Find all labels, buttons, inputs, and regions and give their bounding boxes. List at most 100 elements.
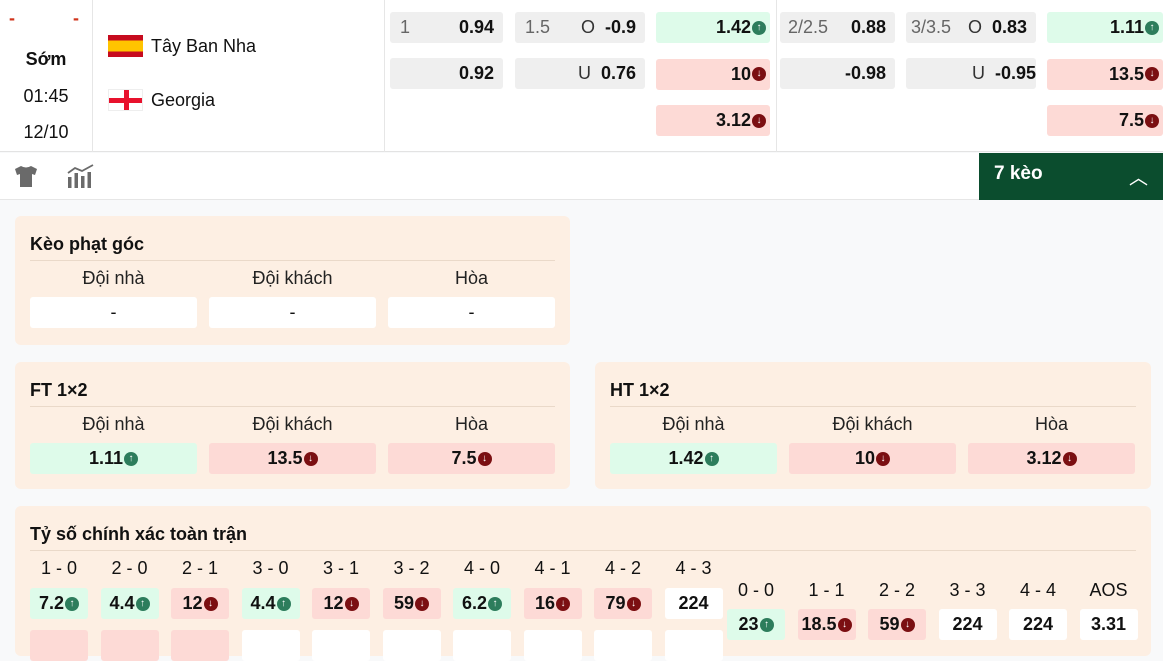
score-label: 3 - 0 bbox=[242, 558, 300, 579]
arrow-down-icon: ↓ bbox=[1145, 67, 1159, 81]
column-label: Đội khách bbox=[789, 414, 956, 435]
h1-over[interactable]: 3/3.5 O 0.83 bbox=[906, 12, 1036, 43]
score-label: 3 - 1 bbox=[312, 558, 370, 579]
value-text: 3.12 bbox=[715, 110, 751, 130]
arrow-up-icon: ↑ bbox=[65, 596, 80, 611]
value-text: 10 bbox=[854, 448, 876, 468]
h1-1x2-odd[interactable]: 1.11 ↑ bbox=[1047, 12, 1163, 43]
column-label: Hòa bbox=[388, 268, 555, 289]
ft-1x2-odd[interactable]: 10 ↓ bbox=[656, 58, 770, 90]
score-odd[interactable]: 59 ↓ bbox=[382, 588, 441, 619]
score-odd[interactable]: 7.2 ↑ bbox=[30, 588, 88, 619]
home-team[interactable]: Tây Ban Nha bbox=[108, 35, 256, 57]
away-score-odd[interactable] bbox=[100, 630, 159, 661]
value-text: 1.42 bbox=[715, 17, 751, 37]
arrow-down-icon: ↓ bbox=[752, 67, 766, 81]
draw-score-odd[interactable]: 23 ↑ bbox=[727, 609, 785, 640]
value-text: 13.5 bbox=[267, 448, 303, 468]
away-score-odd[interactable] bbox=[241, 630, 300, 661]
away-score-odd[interactable] bbox=[30, 630, 88, 661]
stats-chart-icon[interactable] bbox=[67, 164, 95, 189]
arrow-down-icon: ↓ bbox=[556, 596, 571, 611]
value-text: 4 - 0 bbox=[463, 558, 501, 578]
odds-cell[interactable]: 7.5 ↓ bbox=[388, 443, 555, 474]
score-odd[interactable]: 79 ↓ bbox=[594, 588, 652, 619]
odds-cell[interactable]: 1.42 ↑ bbox=[610, 443, 777, 474]
score-odd[interactable]: 6.2 ↑ bbox=[453, 588, 511, 619]
value-text: 12 bbox=[323, 593, 344, 613]
away-score-odd[interactable] bbox=[523, 630, 582, 661]
value-text: 3 - 2 bbox=[393, 558, 430, 578]
score-label: 2 - 1 bbox=[171, 558, 229, 579]
value-text: 1.5 bbox=[525, 17, 551, 37]
score-label: 3 - 3 bbox=[939, 580, 997, 601]
arrow-down-icon: ↓ bbox=[752, 113, 766, 128]
value-text: Hòa bbox=[1034, 414, 1069, 434]
shirt-icon[interactable] bbox=[15, 165, 37, 188]
more-markets-label: 7 kèo bbox=[994, 163, 1043, 184]
h1-under[interactable]: U -0.95 bbox=[906, 58, 1036, 89]
ft-1x2-odd[interactable]: 1.42 ↑ bbox=[656, 12, 770, 43]
value-text: Đội khách bbox=[252, 268, 333, 288]
h1-handicap-away[interactable]: -0.98 bbox=[780, 58, 895, 89]
ft-over[interactable]: 1.5 O -0.9 bbox=[515, 12, 645, 43]
spain-flag-icon bbox=[108, 35, 143, 57]
odds-cell[interactable]: 10 ↓ bbox=[789, 443, 956, 474]
ft-handicap-home[interactable]: 1 0.94 bbox=[390, 12, 503, 43]
h1-handicap-home[interactable]: 2/2.5 0.88 bbox=[780, 12, 895, 43]
away-score-odd[interactable] bbox=[664, 630, 723, 661]
value-text: 224 bbox=[952, 614, 983, 634]
ft-under[interactable]: U 0.76 bbox=[515, 58, 645, 89]
score-label: 1 - 1 bbox=[798, 580, 856, 601]
ht-1x2-card: HT 1×2 Đội nhà 1.42 ↑ Đội khách 10 ↓ Hòa 3.12 ↓ bbox=[595, 362, 1151, 489]
score-odd[interactable]: 224 bbox=[664, 588, 723, 619]
value-text: 0.76 bbox=[600, 63, 636, 83]
h1-1x2-odd[interactable]: 7.5 ↓ bbox=[1047, 105, 1163, 136]
draw-score-odd[interactable]: 224 bbox=[938, 609, 997, 640]
value-text: U bbox=[971, 63, 985, 83]
ft-handicap-away[interactable]: 0.92 bbox=[390, 58, 503, 89]
more-markets-button[interactable]: 7 kèo ︿ bbox=[979, 153, 1163, 200]
value-text: 0.94 bbox=[458, 17, 494, 37]
odds-cell[interactable]: 3.12 ↓ bbox=[968, 443, 1135, 474]
value-text: 1 - 0 bbox=[40, 558, 78, 578]
match-date: 12/10 bbox=[23, 122, 69, 142]
score-label: 4 - 0 bbox=[453, 558, 511, 579]
away-score-odd[interactable] bbox=[171, 630, 229, 661]
georgia-flag-icon bbox=[108, 89, 143, 111]
away-score-odd[interactable] bbox=[594, 630, 652, 661]
odds-cell[interactable]: 13.5 ↓ bbox=[209, 443, 376, 474]
away-score-odd[interactable] bbox=[382, 630, 441, 661]
odds-cell[interactable]: - bbox=[388, 297, 555, 328]
arrow-up-icon: ↑ bbox=[704, 451, 719, 466]
value-text: 6.2 bbox=[461, 593, 488, 613]
ft-1x2-odd[interactable]: 3.12 ↓ bbox=[656, 105, 770, 136]
arrow-up-icon: ↑ bbox=[752, 20, 766, 35]
away-team[interactable]: Georgia bbox=[108, 89, 215, 111]
draw-score-odd[interactable]: 224 bbox=[1009, 609, 1067, 640]
score-odd[interactable]: 16 ↓ bbox=[523, 588, 582, 619]
arrow-up-icon: ↑ bbox=[759, 617, 774, 632]
value-text: AOS bbox=[1089, 580, 1128, 600]
score-odd[interactable]: 4.4 ↑ bbox=[100, 588, 159, 619]
score-odd[interactable]: 4.4 ↑ bbox=[241, 588, 300, 619]
score-odd[interactable]: 12 ↓ bbox=[171, 588, 229, 619]
draw-score-odd[interactable]: 18.5 ↓ bbox=[797, 609, 856, 640]
score-odd[interactable]: 12 ↓ bbox=[312, 588, 370, 619]
value-text: 7.5 bbox=[1118, 110, 1144, 130]
away-score-odd[interactable] bbox=[453, 630, 511, 661]
value-text: 16 bbox=[534, 593, 556, 613]
draw-score-odd[interactable]: 59 ↓ bbox=[868, 609, 926, 640]
match-status: Sớm bbox=[25, 49, 67, 69]
value-text: 59 bbox=[879, 614, 900, 634]
correct-score-card: Tỷ số chính xác toàn trận 1 - 0 7.2 ↑ 2 - 0… bbox=[15, 506, 1151, 661]
odds-cell[interactable]: - bbox=[209, 297, 376, 328]
value-text: Hòa bbox=[454, 414, 489, 434]
away-score-odd[interactable] bbox=[312, 630, 370, 661]
card-title: Tỷ số chính xác toàn trận bbox=[30, 524, 248, 544]
odds-cell[interactable]: - bbox=[30, 297, 197, 328]
h1-1x2-odd[interactable]: 13.5 ↓ bbox=[1047, 58, 1163, 90]
card-title: FT 1×2 bbox=[30, 380, 88, 400]
draw-score-odd[interactable]: 3.31 bbox=[1079, 609, 1138, 640]
odds-cell[interactable]: 1.11 ↑ bbox=[30, 443, 197, 474]
